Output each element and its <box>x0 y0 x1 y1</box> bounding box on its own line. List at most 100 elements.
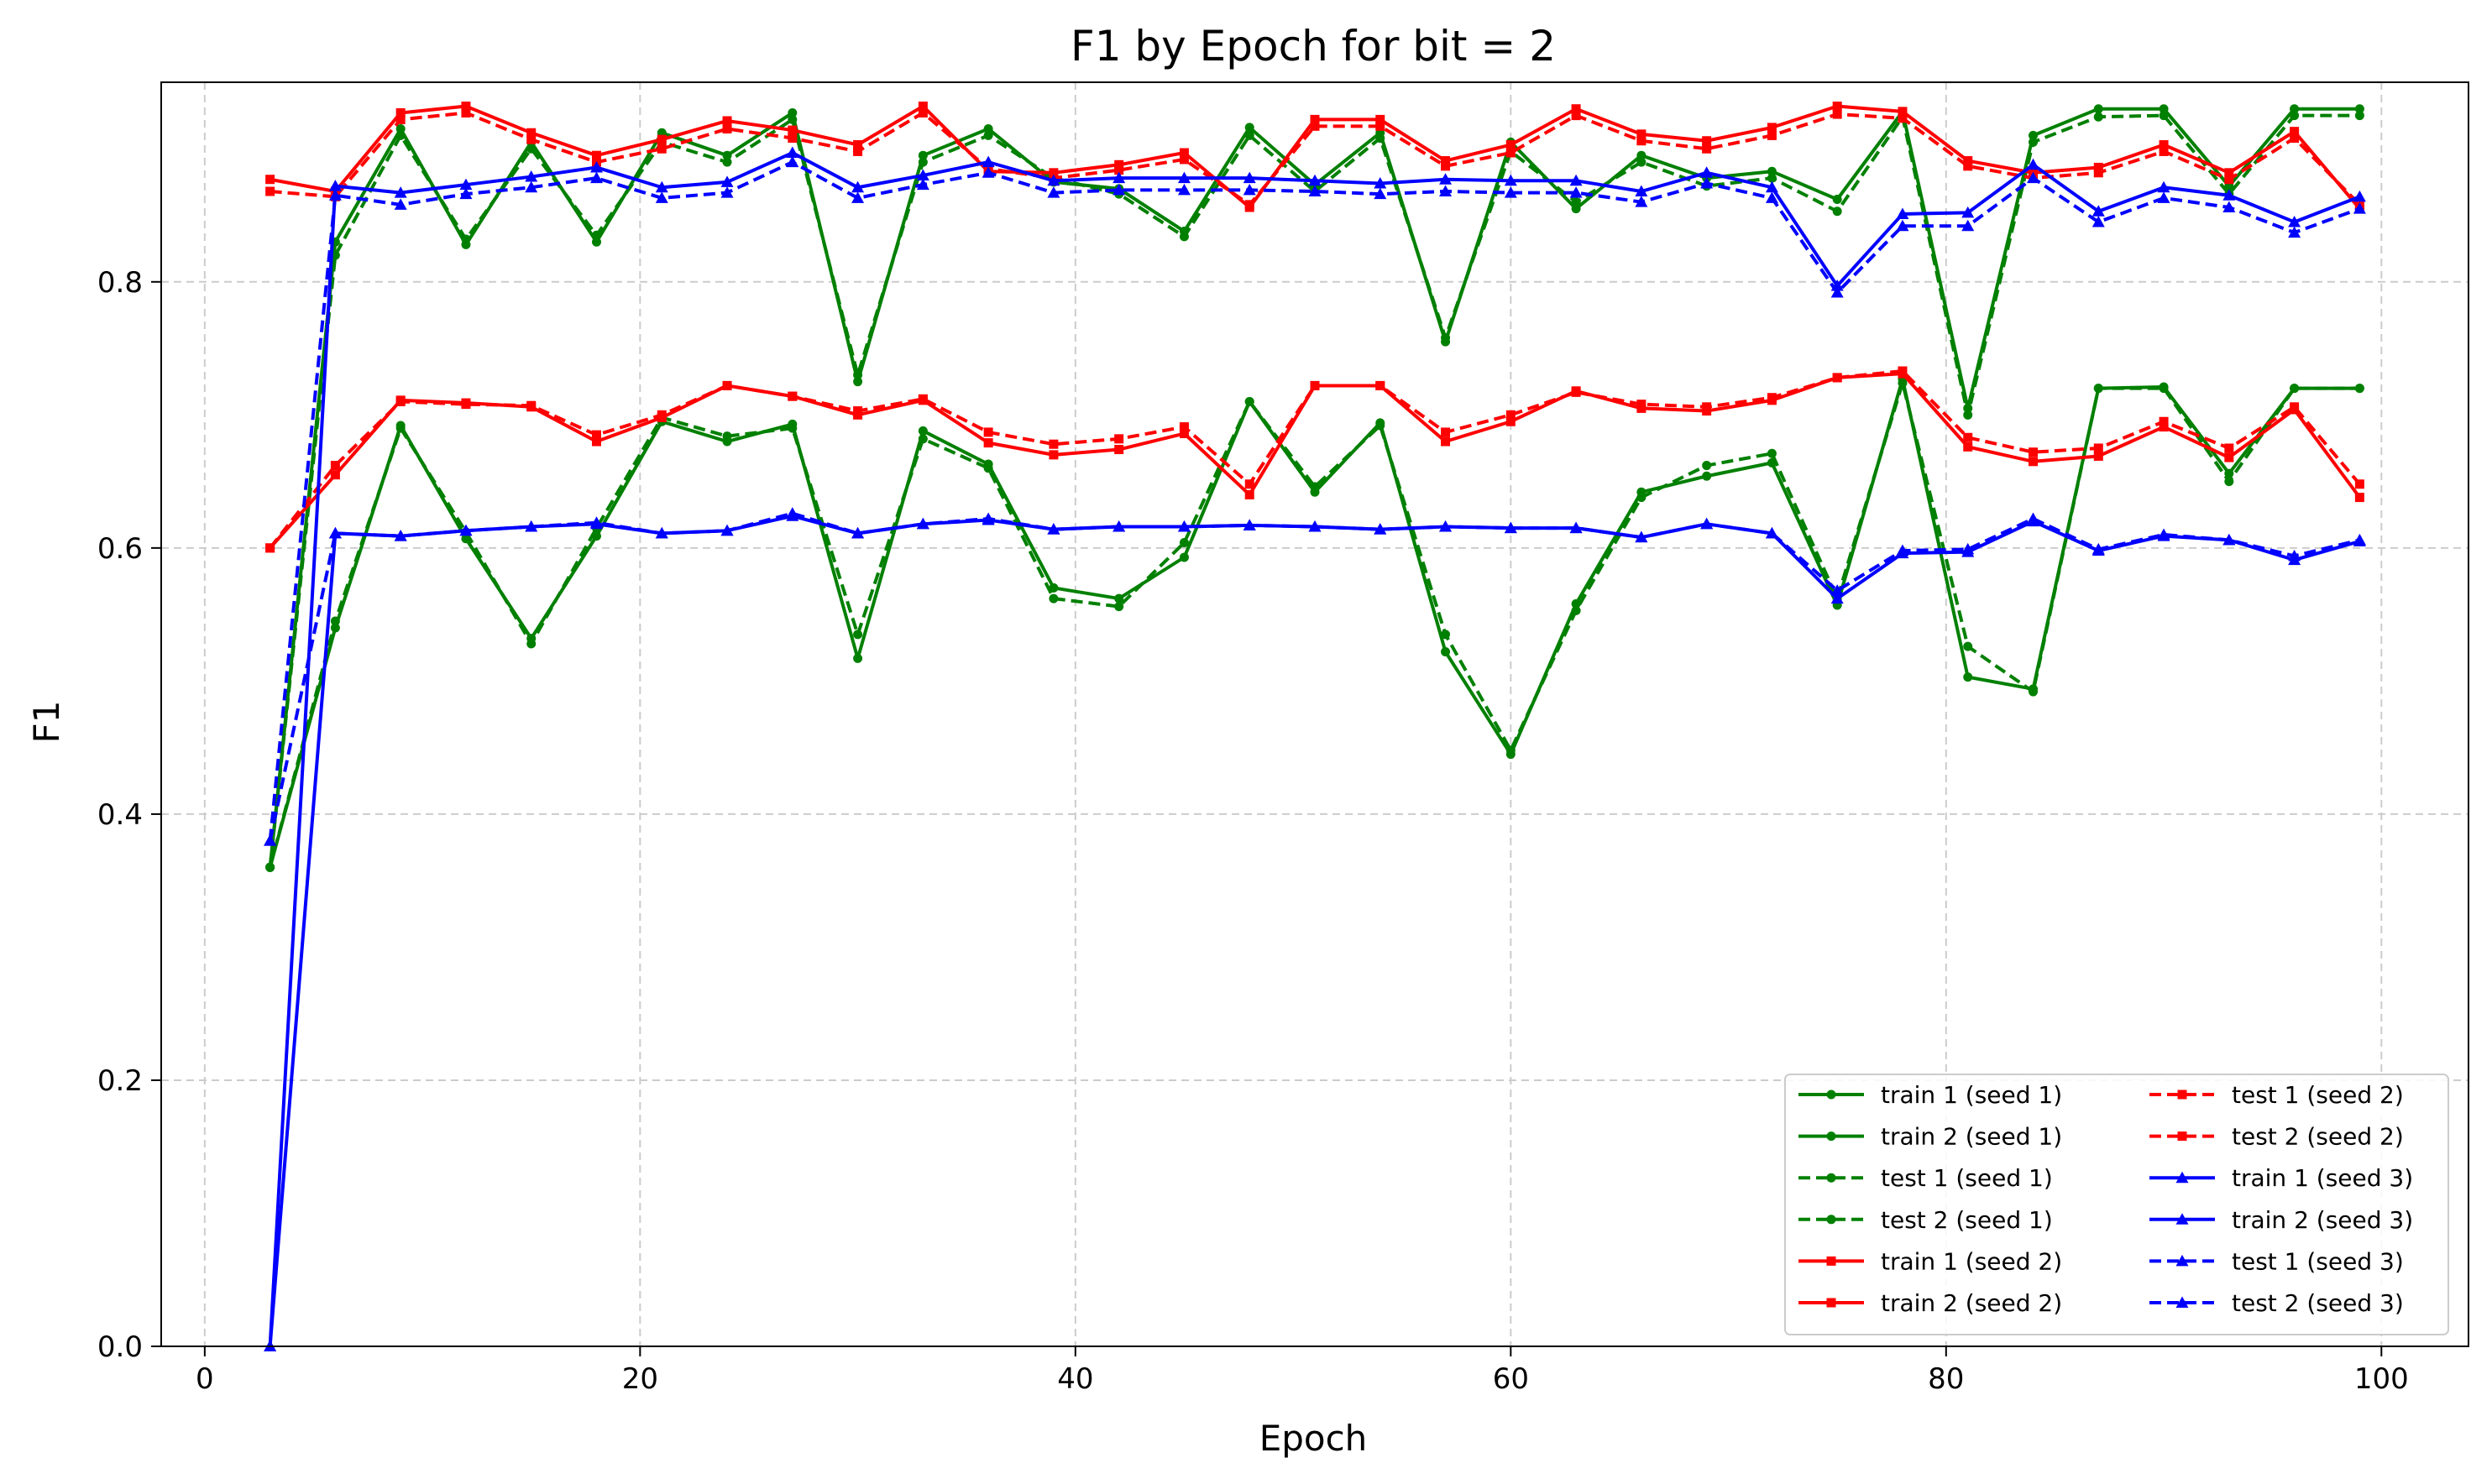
series-test-1-seed-3 <box>264 155 2366 846</box>
data-point <box>2027 171 2040 184</box>
data-point <box>1702 136 1712 146</box>
data-point <box>2290 111 2300 121</box>
data-point <box>1441 436 1451 447</box>
data-point <box>1308 520 1322 532</box>
data-point <box>1636 136 1646 146</box>
data-point <box>461 107 471 118</box>
data-point <box>2159 384 2169 394</box>
data-point <box>722 123 732 133</box>
data-point <box>525 180 538 193</box>
data-point <box>722 380 732 390</box>
data-point <box>589 516 603 528</box>
data-point <box>394 530 407 541</box>
data-point <box>265 862 275 872</box>
data-point <box>1963 161 1973 171</box>
data-point <box>1702 144 1712 154</box>
legend-entry: test 1 (seed 1) <box>1798 1164 2053 1192</box>
data-point <box>328 526 342 539</box>
chart-title: F1 by Epoch for bit = 2 <box>1071 22 1556 71</box>
data-point <box>918 102 928 112</box>
data-point <box>916 178 929 191</box>
data-point <box>461 400 471 410</box>
data-point <box>2354 104 2364 114</box>
data-point <box>655 526 668 539</box>
data-point <box>526 144 537 154</box>
data-point <box>853 653 863 663</box>
legend-marker <box>2175 1296 2189 1308</box>
data-point <box>1700 517 1714 530</box>
data-point <box>265 186 275 196</box>
data-point <box>1244 479 1254 489</box>
data-point <box>591 230 601 240</box>
data-point <box>982 166 995 178</box>
data-point <box>525 520 538 532</box>
data-point <box>1504 186 1517 198</box>
data-point <box>394 186 407 198</box>
legend-label: test 2 (seed 1) <box>1881 1206 2053 1234</box>
data-point <box>1505 745 1516 755</box>
legend-marker <box>2177 1131 2187 1142</box>
data-point <box>2288 226 2301 238</box>
data-point <box>1898 378 1908 388</box>
data-point <box>1441 630 1451 640</box>
legend-marker <box>1826 1173 1836 1183</box>
data-point <box>2093 168 2103 178</box>
legend-label: test 2 (seed 2) <box>2232 1123 2404 1151</box>
data-point <box>720 524 734 536</box>
data-point <box>1636 400 1646 410</box>
data-point <box>1830 592 1844 604</box>
data-point <box>1832 102 1842 112</box>
data-point <box>394 198 407 210</box>
data-point <box>1636 150 1646 160</box>
data-point <box>1505 410 1516 420</box>
series-train-1-seed-2 <box>265 102 2364 214</box>
data-point <box>1767 130 1777 140</box>
data-point <box>655 191 668 203</box>
data-point <box>1832 206 1842 217</box>
data-point <box>1374 523 1387 535</box>
data-point <box>788 107 798 118</box>
y-tick-label: 0.6 <box>97 532 143 566</box>
data-point <box>2159 422 2169 432</box>
data-point <box>2027 512 2040 524</box>
legend-label: train 1 (seed 1) <box>1881 1081 2062 1109</box>
data-point <box>1635 530 1648 543</box>
data-point <box>1047 174 1060 186</box>
data-point <box>722 157 732 167</box>
legend-entry: train 2 (seed 2) <box>1798 1289 2062 1317</box>
y-tick-label: 0.0 <box>97 1330 143 1364</box>
legend-entry: test 2 (seed 2) <box>2149 1123 2404 1151</box>
data-point <box>1765 180 1778 193</box>
data-point <box>1700 176 1714 189</box>
data-point <box>1374 176 1387 189</box>
data-point <box>1961 542 1975 555</box>
data-point <box>655 180 668 193</box>
y-axis-label: F1 <box>26 701 67 744</box>
legend-marker <box>2175 1213 2189 1225</box>
data-point <box>1114 165 1124 175</box>
data-point <box>788 125 798 135</box>
data-point <box>2290 127 2300 137</box>
data-point <box>853 140 863 150</box>
data-point <box>1636 493 1646 503</box>
data-point <box>1244 396 1254 406</box>
data-point <box>526 400 537 410</box>
data-point <box>1896 544 1909 556</box>
data-point <box>1441 156 1451 166</box>
data-point <box>2353 202 2366 214</box>
data-point <box>461 102 471 112</box>
data-point <box>1244 130 1254 140</box>
data-point <box>1114 602 1124 612</box>
data-point <box>1114 434 1124 444</box>
data-point <box>2092 215 2105 227</box>
data-point <box>2093 104 2103 114</box>
data-point <box>1179 232 1189 242</box>
data-point <box>720 186 734 198</box>
x-tick-label: 80 <box>1928 1362 1964 1396</box>
data-point <box>2093 384 2103 394</box>
data-point <box>1963 672 1973 682</box>
data-point <box>1504 521 1517 534</box>
data-point <box>459 178 473 191</box>
data-point <box>1505 416 1516 426</box>
data-point <box>1635 196 1648 207</box>
